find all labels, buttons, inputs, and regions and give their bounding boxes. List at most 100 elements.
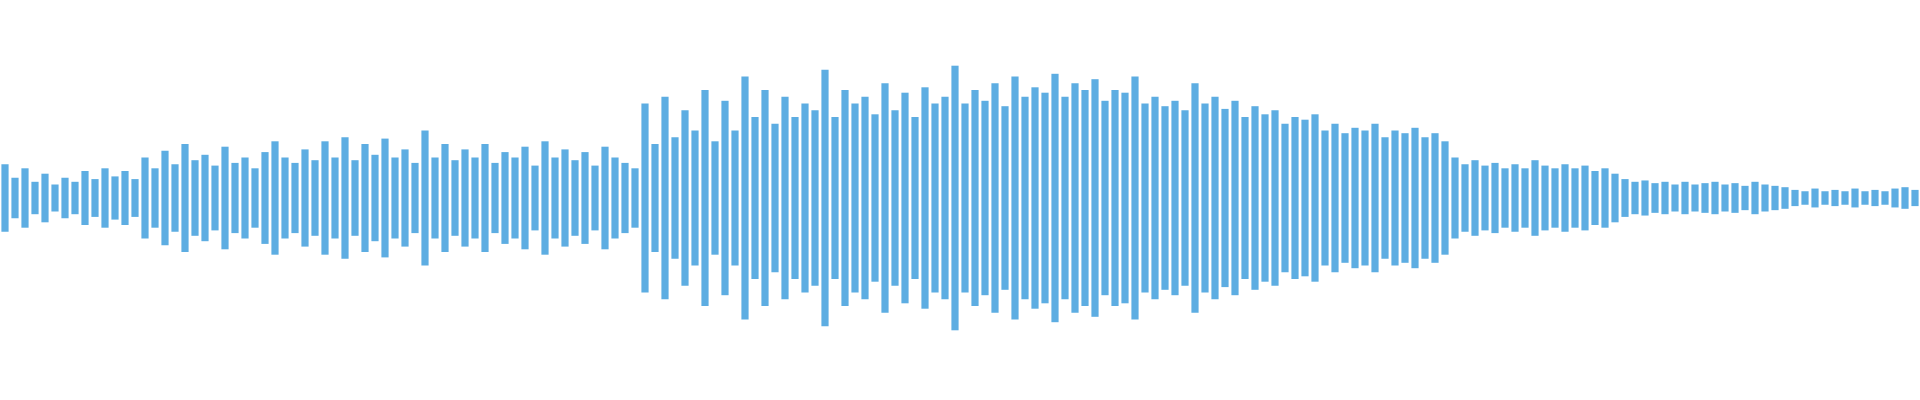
- waveform-segment: [1061, 96, 1069, 300]
- waveform-segment: [391, 157, 399, 239]
- waveform-segment: [1651, 183, 1659, 213]
- waveform-segment: [1771, 185, 1779, 211]
- waveform-segment: [631, 168, 639, 228]
- waveform-segment: [731, 130, 739, 266]
- waveform-segment: [1591, 171, 1599, 225]
- waveform-segment: [951, 65, 959, 331]
- waveform-segment: [1741, 185, 1749, 211]
- waveform-segment: [141, 157, 149, 239]
- waveform-segment: [971, 90, 979, 306]
- waveform-segment: [271, 141, 279, 255]
- waveform-segment: [991, 83, 999, 313]
- waveform-segment: [441, 144, 449, 252]
- waveform-segment: [331, 157, 339, 239]
- waveform-segment: [841, 90, 849, 306]
- waveform-segment: [981, 100, 989, 296]
- waveform-segment: [311, 160, 319, 236]
- waveform-segment: [1581, 165, 1589, 231]
- waveform-segment: [1781, 187, 1789, 209]
- waveform-segment: [481, 144, 489, 252]
- waveform-segment: [681, 110, 689, 286]
- waveform-segment: [1491, 162, 1499, 234]
- waveform-segment: [531, 165, 539, 231]
- waveform-segment: [31, 181, 39, 215]
- waveform-segment: [1151, 96, 1159, 300]
- waveform-segment: [1131, 76, 1139, 320]
- waveform-segment: [1691, 184, 1699, 212]
- waveform-segment: [1001, 106, 1009, 290]
- waveform-segment: [1511, 164, 1519, 232]
- waveform-segment: [171, 164, 179, 232]
- waveform-segment: [1461, 164, 1469, 232]
- waveform-segment: [1661, 181, 1669, 215]
- waveform-segment: [791, 117, 799, 279]
- waveform-segment: [1381, 137, 1389, 259]
- waveform-segment: [1021, 96, 1029, 300]
- waveform-segment: [1331, 123, 1339, 273]
- waveform-segment: [1481, 165, 1489, 231]
- waveform-segment: [461, 149, 469, 247]
- waveform-segment: [1011, 76, 1019, 320]
- waveform-segment: [621, 162, 629, 234]
- waveform-segment: [211, 165, 219, 231]
- waveform-segment: [1271, 110, 1279, 286]
- waveform-segment: [1071, 83, 1079, 313]
- waveform-segment: [1211, 96, 1219, 300]
- waveform-segment: [1041, 92, 1049, 304]
- waveform-segment: [821, 69, 829, 327]
- waveform-segment: [21, 168, 29, 228]
- waveform-segment: [701, 90, 709, 306]
- waveform-segment: [811, 110, 819, 286]
- waveform-segment: [551, 157, 559, 239]
- waveform-segment: [101, 168, 109, 228]
- waveform-segment: [851, 103, 859, 293]
- waveform-segment: [1641, 180, 1649, 216]
- waveform-segment: [421, 130, 429, 266]
- waveform-segment: [1671, 184, 1679, 212]
- waveform-segment: [1441, 141, 1449, 255]
- waveform-segment: [541, 141, 549, 255]
- waveform-segment: [1451, 157, 1459, 239]
- waveform-segment: [1181, 110, 1189, 286]
- waveform-segment: [231, 162, 239, 234]
- waveform-segment: [1191, 83, 1199, 313]
- waveform-segment: [1611, 173, 1619, 223]
- waveform-segment: [741, 76, 749, 320]
- waveform-segment: [431, 157, 439, 239]
- waveform-segment: [571, 160, 579, 236]
- waveform-segment: [61, 177, 69, 219]
- waveform-segment: [761, 90, 769, 306]
- waveform-segment: [1411, 127, 1419, 269]
- waveform-segment: [1821, 191, 1829, 205]
- waveform-segment: [721, 100, 729, 296]
- waveform-segment: [71, 181, 79, 215]
- waveform-segment: [1401, 133, 1409, 263]
- waveform-segment: [181, 144, 189, 252]
- waveform-segment: [561, 149, 569, 247]
- waveform-segment: [1111, 90, 1119, 306]
- waveform-segment: [911, 117, 919, 279]
- waveform-segment: [771, 123, 779, 273]
- waveform-segment: [1841, 191, 1849, 205]
- waveform-segment: [1101, 100, 1109, 296]
- waveform-segment: [161, 150, 169, 246]
- waveform-segment: [401, 149, 409, 247]
- waveform-segment: [751, 117, 759, 279]
- waveform-segment: [41, 173, 49, 223]
- waveform-segment: [1861, 191, 1869, 205]
- waveform-segment: [1431, 133, 1439, 263]
- waveform-segment: [501, 152, 509, 244]
- waveform-segment: [711, 141, 719, 255]
- waveform-segment: [1281, 123, 1289, 273]
- waveform-segment: [201, 154, 209, 242]
- waveform-segment: [1521, 168, 1529, 228]
- waveform-segment: [1911, 189, 1919, 207]
- waveform-segment: [861, 96, 869, 300]
- waveform-segment: [1811, 188, 1819, 208]
- waveform-segment: [301, 149, 309, 247]
- waveform-segment: [131, 179, 139, 217]
- waveform-segment: [511, 157, 519, 239]
- waveform-segment: [1901, 187, 1909, 209]
